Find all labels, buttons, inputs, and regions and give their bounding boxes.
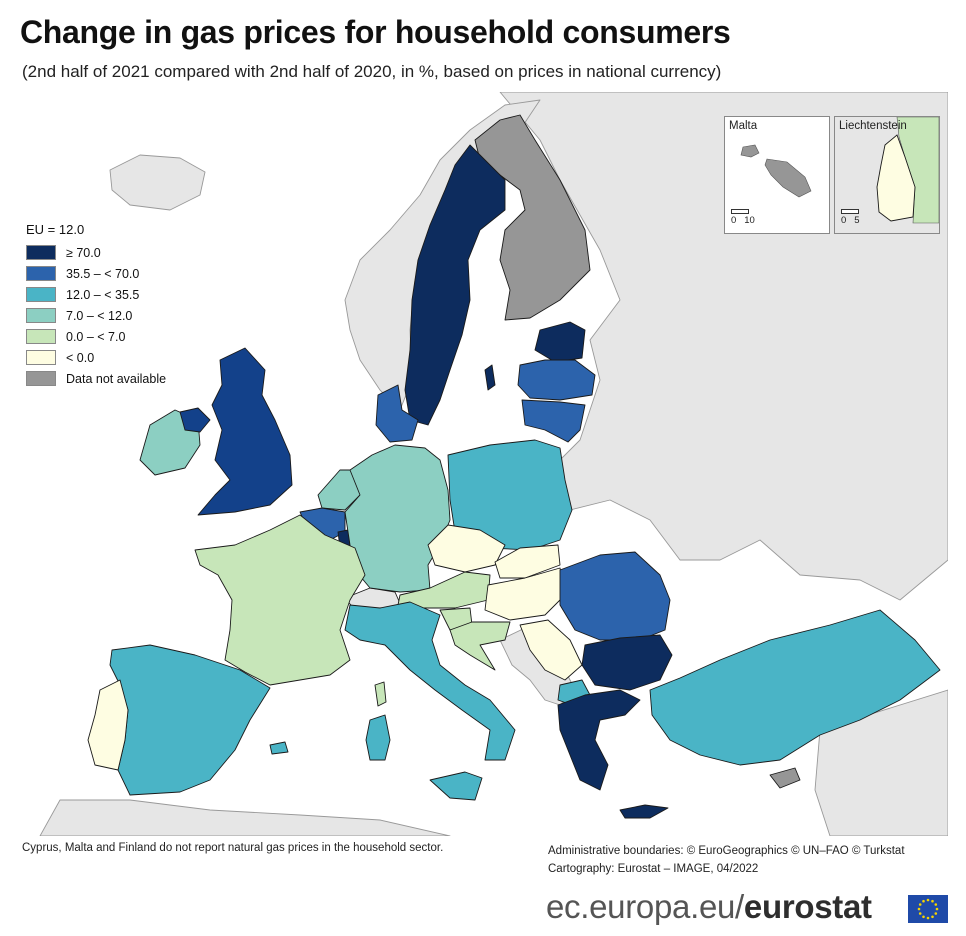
- footnote: Cyprus, Malta and Finland do not report …: [22, 842, 444, 854]
- credits-line2: Cartography: Eurostat – IMAGE, 04/2022: [548, 863, 759, 875]
- legend-header: EU = 12.0: [26, 222, 85, 237]
- legend-swatch: [26, 245, 56, 260]
- country-croatia: [449, 621, 511, 671]
- country-united-kingdom: [197, 347, 293, 516]
- country-czechia: [427, 524, 506, 573]
- legend-item: 0.0 – < 7.0: [26, 326, 166, 347]
- legend-swatch: [26, 266, 56, 281]
- legend-item: < 0.0: [26, 347, 166, 368]
- inset-malta-label: Malta: [729, 120, 758, 132]
- legend-item: 12.0 – < 35.5: [26, 284, 166, 305]
- legend-swatch: [26, 350, 56, 365]
- country-italy: [344, 601, 516, 761]
- legend-item: 35.5 – < 70.0: [26, 263, 166, 284]
- country-estonia: [534, 321, 586, 363]
- region-north-africa: [39, 799, 451, 836]
- legend-label: Data not available: [66, 371, 167, 386]
- country-finland: [474, 114, 591, 321]
- legend-item: 7.0 – < 12.0: [26, 305, 166, 326]
- country-bulgaria: [581, 634, 673, 691]
- legend-swatch: [26, 308, 56, 323]
- country-france: [194, 514, 366, 686]
- country-greece-crete: [619, 804, 669, 819]
- country-greece: [557, 689, 641, 791]
- island-mallorca: [269, 741, 289, 755]
- legend-label: 12.0 – < 35.5: [66, 287, 140, 302]
- inset-liechtenstein: Liechtenstein 0 5: [834, 116, 940, 234]
- scale-bar: [841, 209, 859, 214]
- legend-swatch: [26, 371, 56, 386]
- legend-label: < 0.0: [66, 350, 95, 365]
- legend-label: 7.0 – < 12.0: [66, 308, 133, 323]
- country-northern-ireland: [179, 407, 211, 433]
- country-italy-sardinia: [365, 714, 391, 761]
- country-romania: [559, 551, 671, 641]
- country-sweden: [404, 144, 506, 426]
- legend: EU = 12.0 ≥ 70.0 35.5 – < 70.0 12.0 – < …: [26, 222, 166, 389]
- legend-item: Data not available: [26, 368, 166, 389]
- country-turkey: [649, 609, 941, 766]
- country-france-corsica: [374, 681, 387, 707]
- legend-swatch: [26, 287, 56, 302]
- inset-malta-scale: 0 10: [731, 209, 755, 226]
- eurostat-brand: ec.europa.eu/eurostat: [546, 888, 872, 925]
- country-hungary: [484, 567, 566, 621]
- inset-liechtenstein-scale: 0 5: [841, 209, 860, 226]
- country-lithuania: [521, 399, 586, 443]
- scale-bar: [731, 209, 749, 214]
- legend-label: ≥ 70.0: [66, 245, 101, 260]
- island-gotland: [484, 364, 496, 391]
- region-iceland: [109, 154, 206, 211]
- credits: Administrative boundaries: © EuroGeograp…: [548, 842, 905, 878]
- legend-swatch: [26, 329, 56, 344]
- country-serbia: [519, 619, 583, 681]
- island-cyprus: [769, 767, 801, 789]
- credits-line1: Administrative boundaries: © EuroGeograp…: [548, 845, 905, 857]
- country-denmark: [375, 384, 419, 443]
- map-subtitle: (2nd half of 2021 compared with 2nd half…: [22, 62, 722, 81]
- country-latvia: [517, 359, 596, 401]
- inset-liechtenstein-label: Liechtenstein: [839, 120, 907, 132]
- inset-malta: Malta 0 10: [724, 116, 830, 234]
- inset-malta-shape: [740, 144, 812, 198]
- legend-label: 0.0 – < 7.0: [66, 329, 126, 344]
- country-slovakia: [494, 544, 561, 579]
- inset-liechtenstein-shape: [835, 117, 939, 233]
- region-turkey-east: [814, 689, 948, 836]
- country-portugal: [87, 679, 129, 771]
- legend-label: 35.5 – < 70.0: [66, 266, 140, 281]
- country-germany: [344, 444, 451, 593]
- map-title: Change in gas prices for household consu…: [20, 14, 731, 50]
- country-italy-sicily: [429, 771, 483, 801]
- legend-item: ≥ 70.0: [26, 242, 166, 263]
- eu-flag-icon: [908, 895, 948, 923]
